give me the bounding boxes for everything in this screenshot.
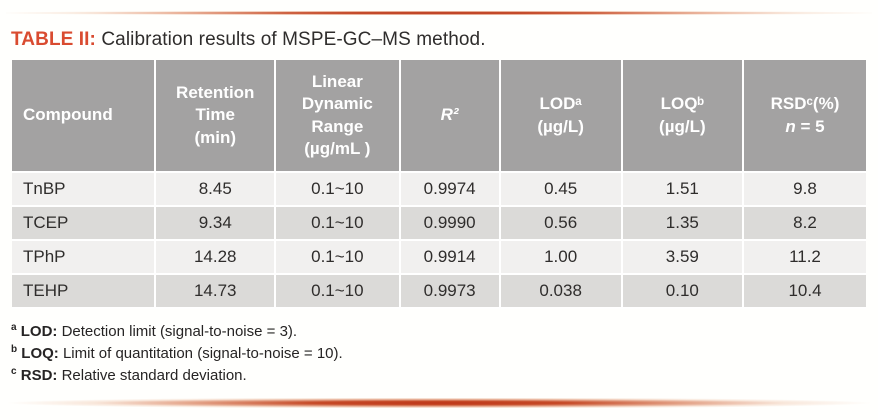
cell-retention: 14.28	[155, 240, 277, 275]
cell-compound: TCEP	[12, 206, 157, 241]
footnote-text: Relative standard deviation.	[57, 367, 247, 384]
cell-rsd: 10.4	[742, 274, 866, 309]
footnote-text: Limit of quantitation (signal-to-noise =…	[58, 345, 343, 362]
table-title-text: Calibration results of MSPE-GC–MS method…	[95, 29, 486, 50]
cell-r2: 0.9973	[399, 274, 501, 309]
table-row-tphp: TPhP 14.28 0.1~10 0.9914 1.00 3.59 11.2	[12, 240, 866, 275]
cell-rsd: 11.2	[742, 240, 866, 275]
header-lod: LODᵃ (µg/L)	[499, 60, 623, 173]
footnote-marker: b	[11, 344, 18, 355]
cell-linear-range: 0.1~10	[275, 274, 401, 309]
header-r-squared: R²	[399, 60, 501, 173]
table-title-tag: TABLE II:	[11, 29, 96, 50]
header-compound: Compound	[12, 60, 157, 173]
footnote-marker: a	[11, 322, 17, 333]
table-title: TABLE II: Calibration results of MSPE-GC…	[11, 27, 486, 53]
cell-compound: TEHP	[12, 274, 157, 309]
top-gradient-rule	[6, 11, 872, 15]
cell-rsd: 8.2	[742, 206, 866, 241]
cell-loq: 3.59	[621, 240, 744, 275]
footnote-text: Detection limit (signal-to-noise = 3).	[57, 323, 298, 340]
cell-linear-range: 0.1~10	[275, 206, 401, 241]
calibration-table: Compound Retention Time (min) Linear Dyn…	[12, 60, 866, 309]
footnote-label: LOQ:	[21, 345, 59, 362]
header-rsd: RSDᶜ(%) n = 5	[742, 60, 866, 173]
footnote-label: RSD:	[20, 367, 58, 384]
cell-r2: 0.9990	[399, 206, 501, 241]
cell-compound: TPhP	[12, 240, 157, 275]
footnote-lod: a LOD: Detection limit (signal-to-noise …	[11, 321, 343, 343]
cell-r2: 0.9914	[399, 240, 501, 275]
cell-r2: 0.9974	[399, 172, 501, 207]
cell-lod: 1.00	[499, 240, 623, 275]
cell-lod: 0.45	[499, 172, 623, 207]
cell-loq: 1.35	[621, 206, 744, 241]
table-row-tnbp: TnBP 8.45 0.1~10 0.9974 0.45 1.51 9.8	[12, 172, 866, 207]
cell-loq: 0.10	[621, 274, 744, 309]
table-row-tcep: TCEP 9.34 0.1~10 0.9990 0.56 1.35 8.2	[12, 206, 866, 241]
cell-rsd: 9.8	[742, 172, 866, 207]
cell-lod: 0.56	[499, 206, 623, 241]
footnote-loq: b LOQ: Limit of quantitation (signal-to-…	[11, 343, 343, 365]
cell-linear-range: 0.1~10	[275, 240, 401, 275]
cell-retention: 9.34	[155, 206, 277, 241]
footnotes: a LOD: Detection limit (signal-to-noise …	[11, 321, 343, 387]
footnote-label: LOD:	[20, 323, 58, 340]
cell-retention: 8.45	[155, 172, 277, 207]
cell-linear-range: 0.1~10	[275, 172, 401, 207]
bottom-gradient-rule	[6, 398, 872, 408]
cell-lod: 0.038	[499, 274, 623, 309]
footnote-rsd: c RSD: Relative standard deviation.	[11, 365, 343, 387]
header-linear-dynamic-range: Linear Dynamic Range (µg/mL )	[275, 60, 401, 173]
cell-loq: 1.51	[621, 172, 744, 207]
header-loq: LOQᵇ (µg/L)	[621, 60, 744, 173]
table-row-tehp: TEHP 14.73 0.1~10 0.9973 0.038 0.10 10.4	[12, 274, 866, 309]
cell-compound: TnBP	[12, 172, 157, 207]
footnote-marker: c	[11, 366, 17, 377]
cell-retention: 14.73	[155, 274, 277, 309]
table-header-row: Compound Retention Time (min) Linear Dyn…	[12, 60, 866, 173]
header-retention-time: Retention Time (min)	[155, 60, 277, 173]
